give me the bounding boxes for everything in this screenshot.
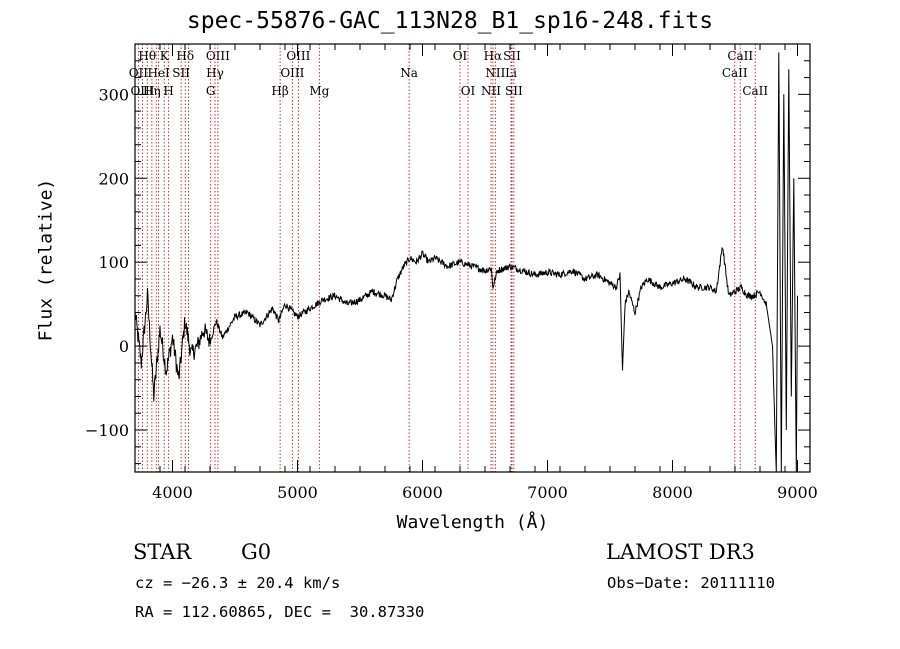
plot-frame: [134, 43, 811, 473]
x-tick-label: 8000: [652, 483, 693, 502]
line-label-8: CaII: [727, 49, 753, 63]
line-label-19: Hη: [143, 84, 161, 98]
line-label-16: Li: [505, 66, 517, 80]
line-label-0: Hθ: [138, 49, 156, 63]
line-label-5: OI: [453, 49, 468, 63]
line-label-26: SII: [505, 84, 523, 98]
coordinates: RA = 112.60865, DEC = 30.87330: [135, 603, 425, 621]
line-label-3: OIII: [206, 49, 230, 63]
line-label-15: NII: [485, 66, 505, 80]
survey-name: LAMOST DR3: [606, 540, 755, 564]
line-label-7: SII: [503, 49, 521, 63]
axis-ticks-layer: 4000 5000 6000 7000 8000 9000 −100 0 100 200 300: [85, 43, 818, 502]
x-tick-label: 7000: [527, 483, 568, 502]
line-label-22: Hβ: [271, 84, 288, 98]
object-class: STAR: [133, 540, 192, 564]
subclass: G0: [241, 540, 272, 564]
y-axis-label: Flux (relative): [35, 178, 57, 342]
redshift-value: cz = −26.3 ± 20.4 km/s: [135, 574, 341, 592]
y-tick-label: 300: [98, 85, 129, 104]
flux-line-layer: [134, 52, 798, 473]
line-label-1: K: [160, 49, 170, 63]
flux-series-line: [134, 52, 798, 473]
line-label-6: Hα: [484, 49, 503, 63]
y-tick-label: 100: [98, 253, 129, 272]
y-tick-label: 0: [119, 337, 129, 356]
y-tick-label: −100: [85, 421, 129, 440]
line-label-24: OI: [461, 84, 476, 98]
line-label-21: G: [206, 84, 216, 98]
x-tick-label: 6000: [402, 483, 443, 502]
observation-date: Obs−Date: 20111110: [607, 574, 775, 592]
chart-title: spec-55876-GAC_113N28_B1_sp16-248.fits: [186, 8, 714, 34]
line-label-11: SII: [172, 66, 190, 80]
line-label-10: HeI: [147, 66, 170, 80]
line-label-17: CaII: [722, 66, 748, 80]
line-label-14: Na: [400, 66, 418, 80]
line-label-13: OIII: [280, 66, 304, 80]
x-tick-label: 5000: [277, 483, 318, 502]
line-label-4: OIII: [286, 49, 310, 63]
line-label-2: Hδ: [176, 49, 194, 63]
line-label-9: OII: [129, 66, 149, 80]
line-label-20: H: [163, 84, 173, 98]
line-label-12: Hγ: [206, 66, 224, 80]
x-tick-label: 9000: [777, 483, 818, 502]
y-tick-label: 200: [98, 169, 129, 188]
line-label-25: NII: [481, 84, 501, 98]
line-label-27: CaII: [742, 84, 768, 98]
x-axis-label: Wavelength (Å): [396, 512, 549, 533]
line-label-23: Mg: [309, 84, 329, 98]
x-tick-label: 4000: [152, 483, 193, 502]
